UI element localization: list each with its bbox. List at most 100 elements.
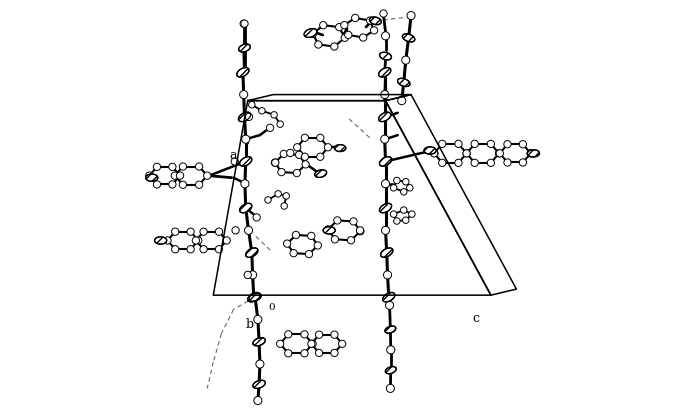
Ellipse shape — [323, 227, 335, 234]
Circle shape — [244, 271, 251, 279]
Circle shape — [193, 237, 199, 244]
Circle shape — [471, 159, 478, 166]
Ellipse shape — [237, 68, 249, 77]
Ellipse shape — [402, 34, 415, 42]
Circle shape — [341, 22, 348, 29]
Circle shape — [393, 218, 400, 224]
Ellipse shape — [379, 68, 391, 77]
Circle shape — [339, 340, 346, 348]
Circle shape — [169, 163, 176, 171]
Circle shape — [331, 349, 338, 357]
Ellipse shape — [246, 248, 258, 257]
Circle shape — [254, 315, 262, 324]
Circle shape — [302, 161, 309, 168]
Circle shape — [301, 350, 308, 357]
Circle shape — [293, 231, 299, 239]
Circle shape — [200, 228, 207, 235]
Circle shape — [146, 172, 153, 179]
Circle shape — [366, 17, 374, 24]
Circle shape — [386, 384, 395, 392]
Circle shape — [386, 346, 395, 354]
Circle shape — [259, 108, 265, 114]
Circle shape — [431, 150, 437, 157]
Circle shape — [309, 340, 316, 348]
Circle shape — [231, 158, 239, 165]
Ellipse shape — [248, 293, 260, 302]
Circle shape — [271, 159, 279, 166]
Circle shape — [302, 134, 308, 142]
Circle shape — [179, 181, 186, 188]
Circle shape — [331, 331, 338, 338]
Circle shape — [272, 159, 279, 166]
Circle shape — [278, 169, 285, 176]
Circle shape — [284, 240, 290, 247]
Circle shape — [402, 178, 409, 185]
Ellipse shape — [239, 112, 250, 122]
Ellipse shape — [380, 157, 392, 166]
Circle shape — [187, 246, 195, 253]
Circle shape — [244, 226, 253, 234]
Circle shape — [382, 226, 390, 234]
Circle shape — [407, 11, 415, 20]
Circle shape — [315, 349, 323, 357]
Circle shape — [324, 144, 332, 151]
Circle shape — [223, 237, 230, 244]
Circle shape — [439, 159, 446, 166]
Circle shape — [172, 228, 179, 235]
Ellipse shape — [424, 147, 436, 154]
Circle shape — [314, 242, 322, 249]
Circle shape — [293, 144, 301, 151]
Ellipse shape — [380, 52, 391, 60]
Ellipse shape — [369, 17, 382, 25]
Ellipse shape — [239, 203, 252, 213]
Circle shape — [171, 172, 179, 179]
Ellipse shape — [315, 170, 326, 177]
Circle shape — [215, 246, 223, 253]
Ellipse shape — [381, 248, 393, 257]
Circle shape — [309, 30, 317, 38]
Circle shape — [284, 350, 292, 357]
Circle shape — [177, 172, 184, 179]
Circle shape — [232, 227, 239, 234]
Ellipse shape — [397, 78, 410, 86]
Circle shape — [204, 172, 211, 179]
Circle shape — [241, 180, 249, 188]
Circle shape — [384, 271, 392, 279]
Text: b: b — [246, 317, 254, 330]
Circle shape — [253, 214, 260, 221]
Circle shape — [331, 43, 338, 50]
Circle shape — [347, 237, 355, 244]
Circle shape — [248, 102, 255, 108]
Ellipse shape — [385, 366, 396, 374]
Circle shape — [215, 228, 223, 235]
Circle shape — [248, 271, 257, 279]
Circle shape — [335, 24, 343, 31]
Circle shape — [319, 22, 327, 29]
Circle shape — [290, 250, 297, 257]
Ellipse shape — [239, 44, 250, 52]
Ellipse shape — [304, 29, 317, 38]
Circle shape — [344, 31, 352, 38]
Circle shape — [169, 181, 176, 188]
Circle shape — [277, 340, 284, 348]
Circle shape — [351, 14, 359, 22]
Circle shape — [402, 56, 410, 64]
Circle shape — [495, 150, 502, 157]
Circle shape — [179, 163, 186, 170]
Ellipse shape — [385, 326, 396, 333]
Circle shape — [266, 124, 274, 131]
Circle shape — [195, 181, 203, 188]
Circle shape — [350, 218, 357, 225]
Circle shape — [172, 246, 179, 253]
Circle shape — [356, 227, 364, 234]
Circle shape — [380, 10, 387, 17]
Circle shape — [187, 228, 195, 235]
Circle shape — [471, 140, 478, 148]
Circle shape — [256, 360, 264, 368]
Circle shape — [439, 140, 446, 148]
Circle shape — [504, 159, 511, 166]
Circle shape — [455, 140, 462, 148]
Circle shape — [301, 330, 308, 338]
Circle shape — [391, 184, 397, 191]
Ellipse shape — [527, 150, 540, 157]
